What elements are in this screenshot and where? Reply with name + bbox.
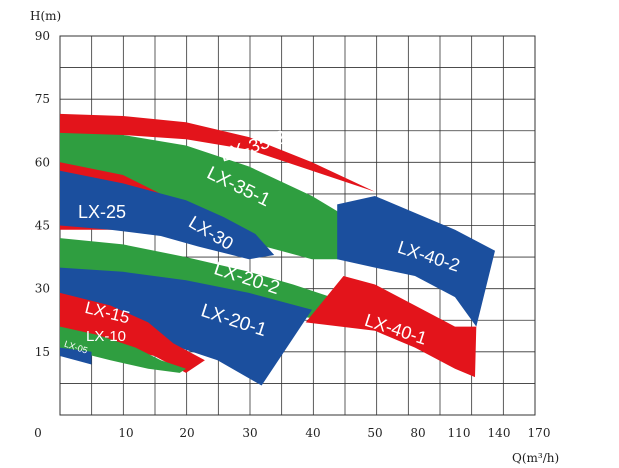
y-tick-label: 75 <box>35 92 50 106</box>
x-tick-label: 20 <box>179 426 194 440</box>
band-lx-10 <box>60 326 186 373</box>
y-tick-label: 45 <box>35 219 50 233</box>
x-tick-label: 0 <box>34 426 42 440</box>
x-tick-label: 30 <box>242 426 257 440</box>
x-tick-label: 170 <box>528 426 551 440</box>
x-tick-label: 140 <box>488 426 511 440</box>
band-lx-35-1 <box>60 132 375 260</box>
x-tick-label: 50 <box>367 426 382 440</box>
band-lx-05 <box>60 347 92 365</box>
x-tick-label: 110 <box>448 426 471 440</box>
performance-bands <box>60 113 495 386</box>
band-lx-35-2 <box>60 113 375 192</box>
band-lx-30 <box>60 170 275 260</box>
axes: H(m) Q(m³/h) 90 75 60 45 30 15 0 10 20 30 40 50 80 11… <box>30 9 559 465</box>
band-lx-15 <box>60 292 205 373</box>
x-tick-label: 40 <box>305 426 320 440</box>
y-tick-label: 15 <box>35 345 50 359</box>
y-tick-label: 60 <box>35 155 50 169</box>
x-tick-label: 80 <box>410 426 425 440</box>
band-lx-40-2 <box>337 196 495 327</box>
band-lx-20-2 <box>60 238 344 319</box>
y-tick-label: 30 <box>35 282 50 296</box>
band-label-lx-25: LX-25 <box>78 202 126 222</box>
y-axis-label: H(m) <box>30 9 61 23</box>
band-lx-20-1 <box>60 267 312 386</box>
x-tick-label: 10 <box>118 426 133 440</box>
x-axis-label: Q(m³/h) <box>512 451 559 465</box>
band-label-lx-10: LX-10 <box>86 328 126 345</box>
y-tick-label: 90 <box>35 29 50 43</box>
band-lx-40-1 <box>305 276 477 378</box>
